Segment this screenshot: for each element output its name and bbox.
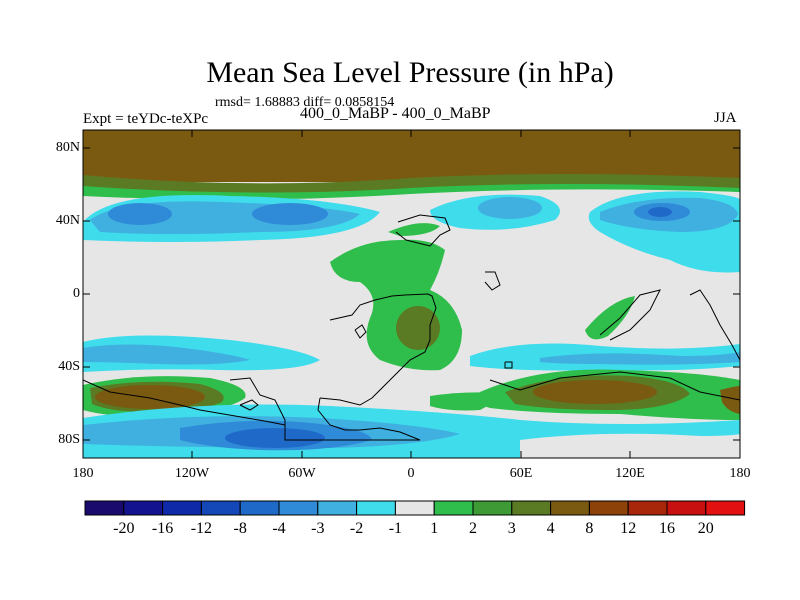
lat-tick-label: 80N	[55, 140, 80, 155]
colorbar-label: 8	[585, 520, 594, 537]
north-low-a-3	[108, 203, 172, 225]
arctic-band-4	[83, 174, 740, 195]
colorbar-label: -16	[151, 520, 174, 537]
lon-tick-label: 120W	[174, 466, 210, 481]
arctic-band-8	[83, 130, 740, 182]
colorbar-label: 12	[620, 520, 637, 537]
antarctic-band-4	[225, 428, 325, 448]
south-high-a-8	[95, 385, 205, 409]
colorbar-box	[278, 500, 319, 516]
south-high-b-8	[533, 380, 657, 404]
north-low-b-2	[478, 197, 542, 219]
europe-positive-2	[388, 223, 440, 236]
colorbar-box	[84, 500, 125, 516]
lon-tick-label: 0	[407, 466, 415, 481]
colorbar-box	[356, 500, 396, 516]
colorbar-label: -2	[349, 520, 364, 537]
colorbar-label: -20	[113, 520, 135, 537]
colorbar-box	[433, 500, 474, 516]
colorbar-box	[588, 500, 629, 516]
antarctic-neutral	[520, 433, 740, 458]
lon-tick-label: 180	[729, 466, 751, 481]
lat-tick-label: 40N	[55, 213, 80, 228]
colorbar-label: -4	[272, 520, 286, 537]
colorbar	[84, 500, 746, 516]
south-low-b-2	[540, 352, 740, 365]
indian-positive-2	[585, 296, 635, 340]
colorbar-label: -12	[190, 520, 213, 537]
colorbar-box	[472, 500, 513, 516]
colorbar-box	[511, 500, 552, 516]
colorbar-box	[162, 500, 202, 516]
lat-tick-label: 0	[73, 286, 80, 301]
colorbar-label: -3	[311, 520, 325, 537]
comparison-label: 400_0_MaBP - 400_0_MaBP	[300, 105, 491, 122]
colorbar-box	[200, 500, 241, 516]
colorbar-label: 2	[469, 520, 477, 537]
axis-ticks	[83, 130, 740, 458]
colorbar-label: 3	[507, 520, 516, 537]
lon-tick-label: 60E	[509, 466, 533, 481]
colorbar-label: -8	[233, 520, 247, 537]
north-low-c-4	[648, 207, 672, 217]
north-low-a-4	[252, 203, 328, 225]
colorbar-box	[123, 500, 164, 516]
lon-tick-label: 120E	[615, 466, 645, 481]
colorbar-box	[239, 500, 280, 516]
south-high-c-8	[720, 386, 740, 414]
colorbar-label: 1	[430, 520, 439, 537]
colorbar-label: -1	[388, 520, 403, 537]
colorbar-box	[550, 500, 590, 516]
lat-tick-label: 80S	[58, 432, 80, 447]
colorbar-box	[317, 500, 358, 516]
africa-positive-4	[396, 306, 440, 350]
lon-tick-label: 180	[72, 466, 94, 481]
coastlines	[83, 214, 740, 441]
figure-title: Mean Sea Level Pressure (in hPa)	[206, 56, 614, 89]
season-label: JJA	[714, 110, 737, 126]
arctic-band-2	[83, 184, 740, 200]
colorbar-label: 16	[659, 520, 675, 537]
lon-tick-label: 60W	[288, 466, 316, 481]
colorbar-label: 20	[697, 520, 714, 537]
colorbar-box	[666, 500, 707, 516]
stats-label: rmsd= 1.68883 diff= 0.0858154	[215, 95, 395, 110]
experiment-label: Expt = teYDc-teXPc	[83, 111, 209, 127]
colorbar-box	[705, 500, 746, 516]
colorbar-box	[394, 500, 435, 516]
south-low-a-2	[83, 344, 250, 365]
map-field	[83, 130, 740, 458]
lat-tick-label: 40S	[58, 359, 80, 374]
colorbar-box	[627, 500, 668, 516]
colorbar-label: 4	[546, 520, 555, 537]
